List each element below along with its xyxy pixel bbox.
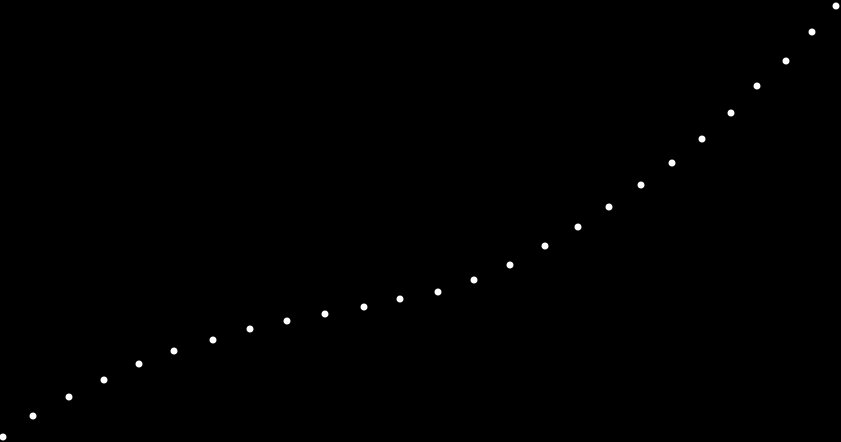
data-point (321, 310, 329, 318)
data-point (246, 325, 254, 333)
data-point (283, 317, 291, 325)
data-point (209, 336, 217, 344)
data-point (753, 82, 761, 90)
data-point (832, 2, 840, 10)
data-point (29, 412, 37, 420)
data-point (541, 242, 549, 250)
data-point (470, 276, 478, 284)
data-point (605, 203, 613, 211)
data-point (396, 295, 404, 303)
data-point (0, 433, 7, 441)
data-point (434, 288, 442, 296)
data-point (727, 109, 735, 117)
data-point (782, 57, 790, 65)
data-point (100, 376, 108, 384)
data-point (170, 347, 178, 355)
data-point (668, 159, 676, 167)
data-point (637, 181, 645, 189)
data-point (574, 223, 582, 231)
data-point (808, 28, 816, 36)
data-point (698, 135, 706, 143)
data-point (506, 261, 514, 269)
data-point (135, 360, 143, 368)
data-point (360, 303, 368, 311)
data-point (65, 393, 73, 401)
